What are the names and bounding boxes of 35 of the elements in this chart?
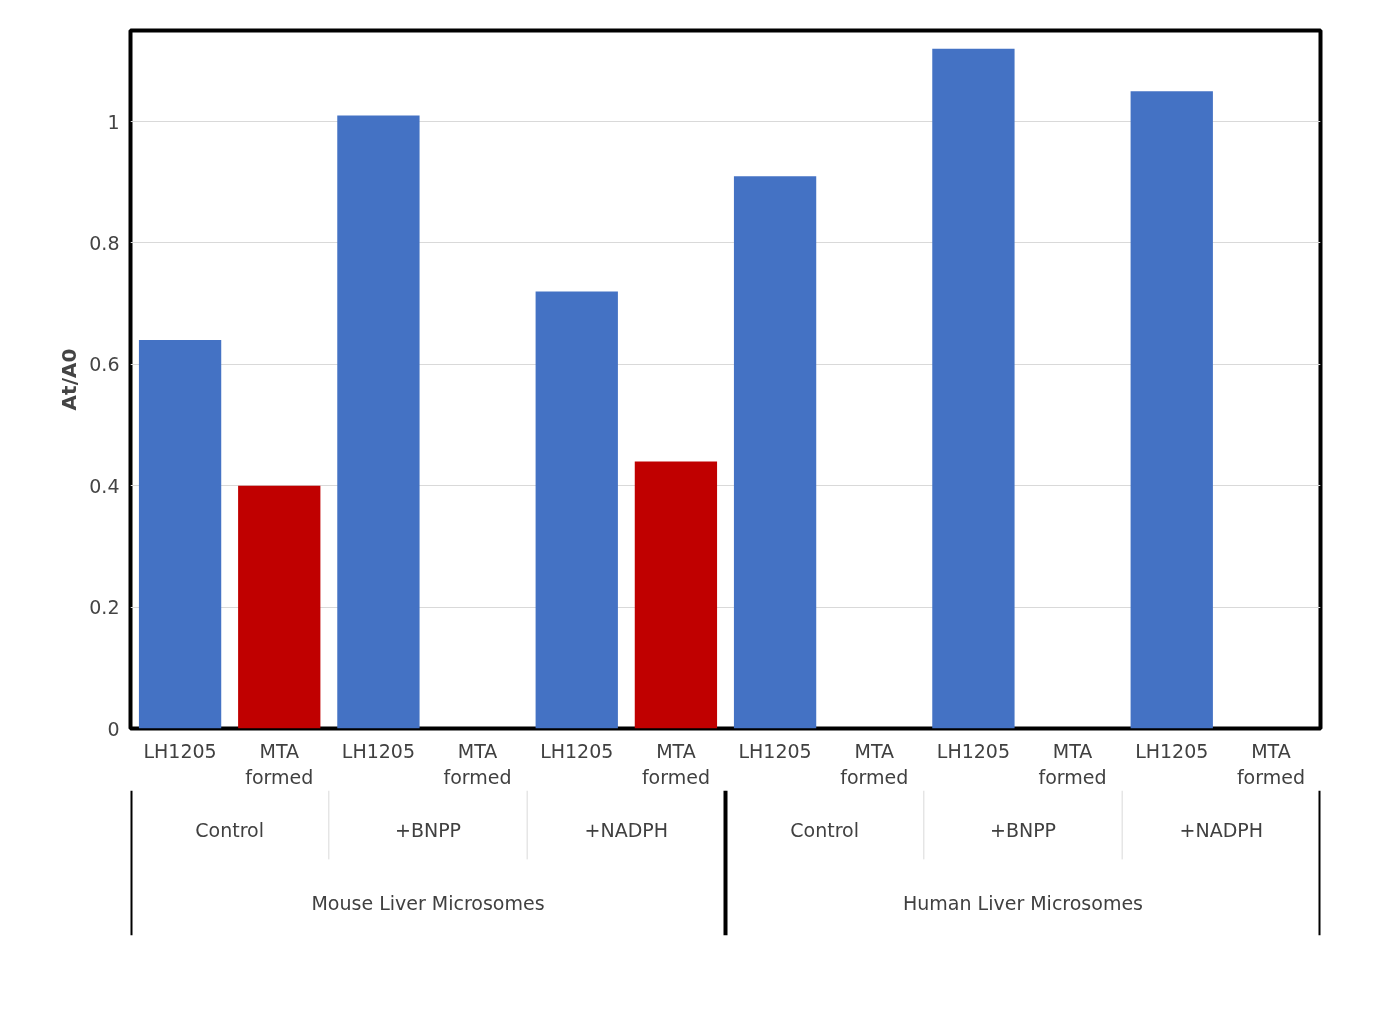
text: Control bbox=[195, 819, 265, 842]
bar bbox=[634, 461, 718, 729]
x-tick-label: LH1205 bbox=[738, 739, 812, 762]
bar bbox=[535, 291, 618, 729]
bar bbox=[733, 176, 817, 729]
x-tick-label: LH1205 bbox=[936, 739, 1011, 762]
x-tick-label: LH1205 bbox=[540, 739, 614, 762]
x-tick-label: MTA formed bbox=[840, 739, 909, 788]
text: +BNPP bbox=[394, 819, 462, 842]
x-tick-label: MTA formed bbox=[245, 739, 314, 788]
text: +BNPP bbox=[989, 819, 1057, 842]
x-tick-label: LH1205 bbox=[341, 739, 416, 762]
x-tick-label: LH1205 bbox=[1135, 739, 1209, 762]
bar bbox=[337, 115, 420, 729]
bar bbox=[138, 340, 222, 729]
y-tick-label: 0.4 bbox=[89, 474, 120, 497]
x-tick-label: MTA formed bbox=[641, 739, 710, 788]
y-tick-label: 0.6 bbox=[89, 353, 120, 376]
text: +NADPH bbox=[1179, 819, 1264, 842]
text: +NADPH bbox=[584, 819, 669, 842]
x-tick-label: MTA formed bbox=[1236, 739, 1305, 788]
y-tick-label: 0 bbox=[107, 717, 120, 740]
y-axis-title: At/A0 bbox=[57, 348, 82, 411]
y-tick-label: 1 bbox=[107, 110, 120, 133]
y-tick-label: 0.2 bbox=[89, 596, 120, 619]
y-tick-label: 0.8 bbox=[89, 231, 120, 254]
text: Mouse Liver Microsomes bbox=[311, 891, 545, 914]
bar bbox=[932, 48, 1015, 729]
bar bbox=[1130, 91, 1213, 729]
text: Human Liver Microsomes bbox=[903, 891, 1143, 914]
bar bbox=[238, 485, 321, 729]
x-tick-label: LH1205 bbox=[143, 739, 217, 762]
text: Control bbox=[790, 819, 860, 842]
x-tick-label: MTA formed bbox=[1038, 739, 1107, 788]
x-tick-label: MTA formed bbox=[443, 739, 512, 788]
